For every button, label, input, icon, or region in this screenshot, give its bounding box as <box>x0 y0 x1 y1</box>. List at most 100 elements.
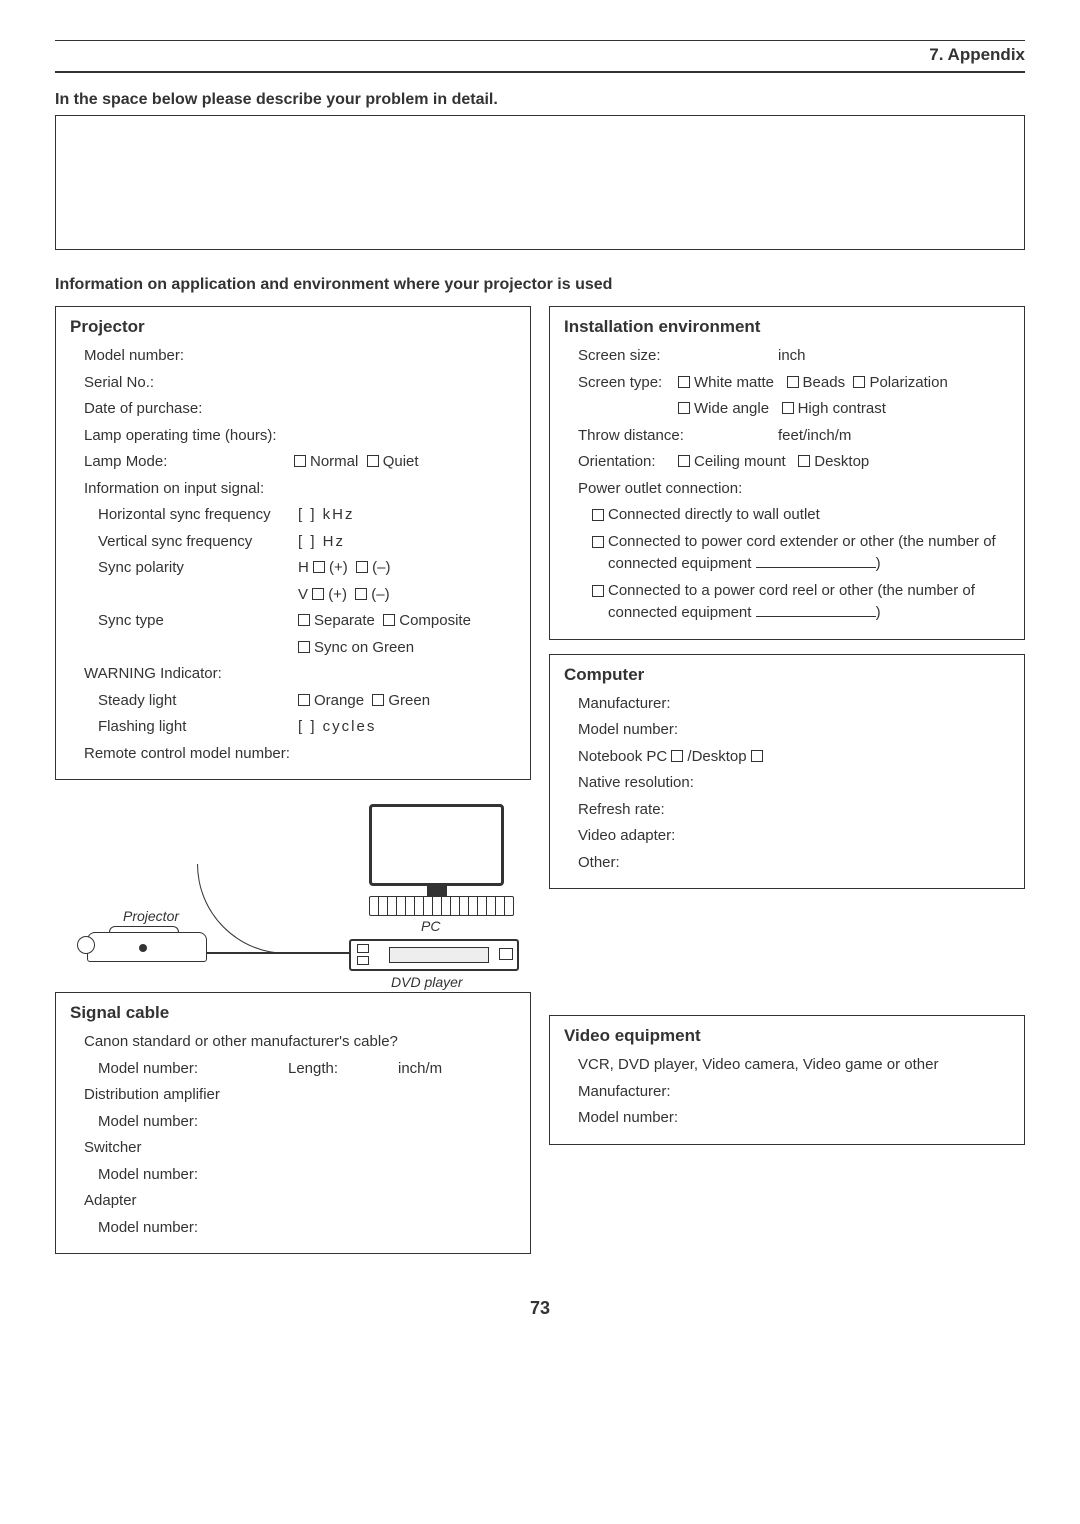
wm-text: White matte <box>694 374 774 391</box>
throw-label: Throw distance: <box>578 425 778 448</box>
video-title: Video equipment <box>564 1026 1010 1046</box>
adapter-model-label: Model number: <box>98 1217 198 1240</box>
checkbox-extender[interactable] <box>592 536 604 548</box>
checkbox-direct[interactable] <box>592 509 604 521</box>
native-res: Native resolution: <box>578 772 694 795</box>
vminus: (–) <box>371 586 389 603</box>
checkbox-separate[interactable] <box>298 614 310 626</box>
checkbox-notebook[interactable] <box>671 750 683 762</box>
page-number: 73 <box>55 1298 1025 1319</box>
hc-text: High contrast <box>798 400 886 417</box>
computer-title: Computer <box>564 665 1010 685</box>
signal-cable-panel: Signal cable Canon standard or other man… <box>55 992 531 1254</box>
beads-text: Beads <box>803 374 846 391</box>
dvd-slot-icon <box>499 948 513 960</box>
orange-text: Orange <box>314 692 364 709</box>
checkbox-ceiling[interactable] <box>678 455 690 467</box>
quiet-text: Quiet <box>383 453 419 470</box>
pc-monitor-icon <box>369 804 504 886</box>
projector-lens-icon <box>77 936 95 954</box>
throw-unit: feet/inch/m <box>778 425 851 448</box>
describe-textarea[interactable] <box>55 115 1025 250</box>
left-column: Projector Model number: Serial No.: Date… <box>55 306 531 1254</box>
normal-text: Normal <box>310 453 358 470</box>
checkbox-white-matte[interactable] <box>678 376 690 388</box>
other: Other: <box>578 852 620 875</box>
cable-curve-icon <box>197 864 367 954</box>
checkbox-green[interactable] <box>372 694 384 706</box>
power-label: Power outlet connection: <box>578 478 742 501</box>
dvd-ports-icon <box>357 944 371 964</box>
computer-panel: Computer Manufacturer: Model number: Not… <box>549 654 1025 890</box>
checkbox-orange[interactable] <box>298 694 310 706</box>
screen-type-label: Screen type: <box>578 372 678 395</box>
switcher-model-label: Model number: <box>98 1164 198 1187</box>
cable-length-label: Length: <box>288 1058 398 1081</box>
h-text: H <box>298 559 309 576</box>
checkbox-desktop-pc[interactable] <box>751 750 763 762</box>
checkbox-high-contrast[interactable] <box>782 402 794 414</box>
comp-model: Model number: <box>578 719 678 742</box>
checkbox-sync-green[interactable] <box>298 641 310 653</box>
greenled-text: Green <box>388 692 430 709</box>
diagram-pc-label: PC <box>421 918 440 934</box>
video-adapter: Video adapter: <box>578 825 675 848</box>
hplus: (+) <box>329 559 348 576</box>
appendix-header: 7. Appendix <box>55 45 1025 73</box>
dist-model-label: Model number: <box>98 1111 198 1134</box>
screen-size-unit: inch <box>778 345 806 368</box>
cable-question: Canon standard or other manufacturer's c… <box>84 1031 398 1054</box>
install-title: Installation environment <box>564 317 1010 337</box>
checkbox-reel[interactable] <box>592 585 604 597</box>
checkbox-h-minus[interactable] <box>356 561 368 573</box>
refresh-rate: Refresh rate: <box>578 799 665 822</box>
reel-blank[interactable] <box>756 602 876 617</box>
info-title: Information on application and environme… <box>55 276 1025 294</box>
checkbox-v-plus[interactable] <box>312 588 324 600</box>
switcher-label: Switcher <box>84 1137 142 1160</box>
remote-label: Remote control model number: <box>84 743 290 766</box>
checkbox-wide-angle[interactable] <box>678 402 690 414</box>
screen-type-row2: Wide angle High contrast <box>678 398 886 421</box>
screen-type-row1: White matte Beads Polarization <box>678 372 948 395</box>
checkbox-quiet[interactable] <box>367 455 379 467</box>
v-text: V <box>298 586 308 603</box>
dvd-tray-icon <box>389 947 489 963</box>
vfreq-value[interactable]: [ ] Hz <box>298 531 345 554</box>
orientation-label: Orientation: <box>578 451 678 474</box>
hfreq-value[interactable]: [ ] kHz <box>298 504 355 527</box>
wa-text: Wide angle <box>694 400 769 417</box>
reel-text: Connected to a power cord reel or other … <box>608 580 1010 625</box>
model-label: Model number: <box>84 345 184 368</box>
steady-options: Orange Green <box>298 690 430 713</box>
comp-manufacturer: Manufacturer: <box>578 693 671 716</box>
checkbox-desktop[interactable] <box>798 455 810 467</box>
checkbox-beads[interactable] <box>787 376 799 388</box>
video-equipment-panel: Video equipment VCR, DVD player, Video c… <box>549 1015 1025 1145</box>
extender-blank[interactable] <box>756 553 876 568</box>
notebook-text: Notebook PC <box>578 746 667 769</box>
vplus: (+) <box>328 586 347 603</box>
cable-model-label: Model number: <box>98 1058 288 1081</box>
checkbox-h-plus[interactable] <box>313 561 325 573</box>
desktop-text: Desktop <box>814 453 869 470</box>
video-desc: VCR, DVD player, Video camera, Video gam… <box>578 1054 938 1077</box>
flash-value[interactable]: [ ] cycles <box>298 716 376 739</box>
screen-size-label: Screen size: <box>578 345 778 368</box>
checkbox-composite[interactable] <box>383 614 395 626</box>
extender-text: Connected to power cord extender or othe… <box>608 531 1010 576</box>
sync-pol-v: V (+) (–) <box>298 584 390 607</box>
steady-label: Steady light <box>98 690 298 713</box>
sync-type-options: Separate Composite <box>298 610 471 633</box>
hfreq-label: Horizontal sync frequency <box>98 504 298 527</box>
checkbox-polarization[interactable] <box>853 376 865 388</box>
video-model: Model number: <box>578 1107 678 1130</box>
sync-pol-h: H (+) (–) <box>298 557 390 580</box>
checkbox-v-minus[interactable] <box>355 588 367 600</box>
projector-title: Projector <box>70 317 516 337</box>
dist-amp-label: Distribution amplifier <box>84 1084 220 1107</box>
direct-text: Connected directly to wall outlet <box>608 504 820 527</box>
warning-label: WARNING Indicator: <box>84 663 222 686</box>
checkbox-normal[interactable] <box>294 455 306 467</box>
spacer <box>549 903 1025 1001</box>
